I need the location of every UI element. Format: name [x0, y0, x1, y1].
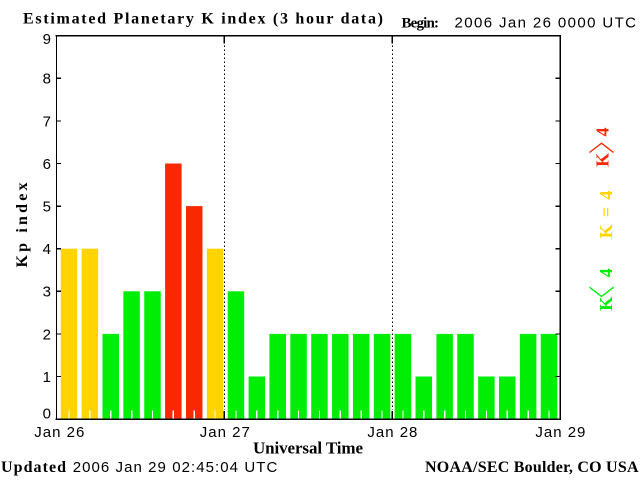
svg-text:Jan 27: Jan 27: [200, 424, 250, 441]
svg-text:9: 9: [43, 31, 51, 48]
svg-text:6: 6: [43, 156, 51, 173]
svg-text:2006 Jan 26 0000 UTC: 2006 Jan 26 0000 UTC: [455, 14, 637, 31]
svg-text:3: 3: [43, 284, 51, 301]
svg-text:2006 Jan 29 02:45:04 UTC: 2006 Jan 29 02:45:04 UTC: [73, 459, 278, 476]
svg-text:Begin:: Begin:: [402, 15, 440, 31]
svg-text:NOAA/SEC Boulder, CO USA: NOAA/SEC Boulder, CO USA: [425, 459, 639, 476]
svg-text:Estimated Planetary K index (3: Estimated Planetary K index (3 hour data…: [23, 11, 383, 28]
svg-text:1: 1: [43, 369, 51, 386]
svg-text:Updated: Updated: [1, 459, 66, 476]
svg-text:Jan 28: Jan 28: [367, 424, 417, 441]
svg-text:2: 2: [43, 326, 51, 343]
svg-text:7: 7: [43, 113, 51, 130]
svg-text:Jan 29: Jan 29: [535, 424, 585, 441]
svg-text:5: 5: [43, 199, 51, 216]
svg-text:Universal Time: Universal Time: [253, 439, 363, 458]
svg-text:8: 8: [43, 71, 51, 88]
svg-text:0: 0: [43, 406, 51, 423]
svg-text:4: 4: [43, 241, 51, 258]
svg-text:K=4: K=4: [596, 191, 616, 239]
svg-text:Jan 26: Jan 26: [34, 424, 84, 441]
svg-text:K 4: K 4: [596, 268, 616, 310]
svg-text:K 4: K 4: [593, 128, 613, 167]
